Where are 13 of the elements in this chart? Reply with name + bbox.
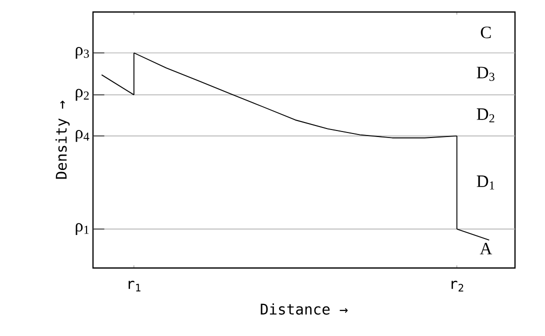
annotation: D$_{3}$: [476, 66, 494, 81]
ref-line-label: ρ$_{2}$: [76, 88, 89, 101]
ref-line-label: ρ$_{3}$: [76, 46, 89, 59]
x-tick-label: r$_{2}$: [452, 280, 464, 292]
annotation: A: [480, 242, 492, 254]
x-tick-label: r$_{1}$: [128, 280, 140, 292]
ref-line-label: ρ$_{4}$: [76, 130, 90, 142]
annotation: D$_{2}$: [476, 108, 494, 122]
annotation: D$_{1}$: [476, 176, 494, 190]
text: C: [480, 26, 491, 38]
ref-line-label: ρ$_{1}$: [76, 223, 89, 235]
y-axis-title: Density →: [55, 100, 70, 179]
x-axis-title: Distance →: [260, 303, 348, 315]
